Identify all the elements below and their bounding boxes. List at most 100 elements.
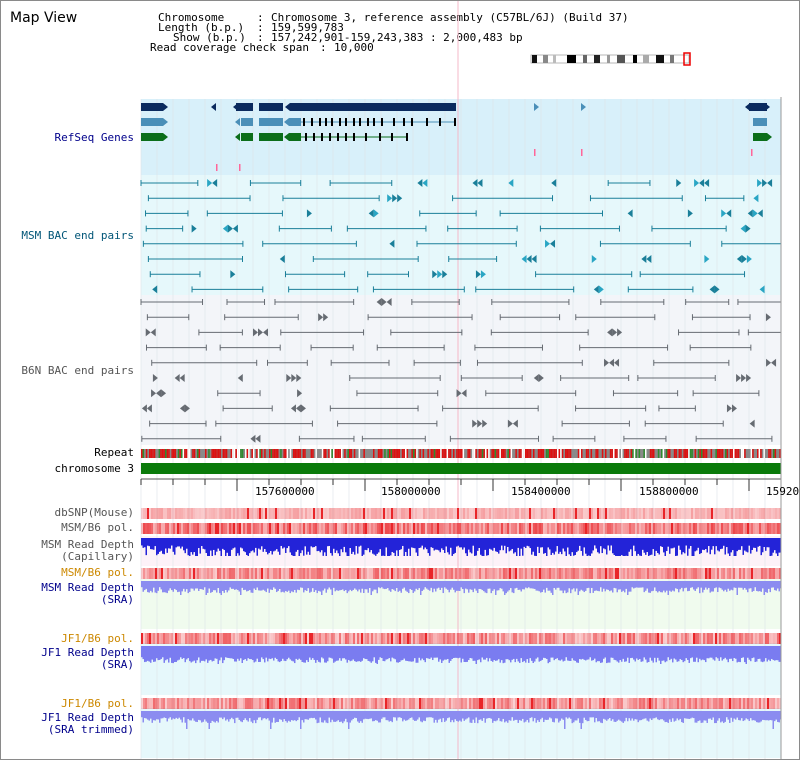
depth-bar <box>484 711 486 723</box>
depth-bar <box>451 646 453 659</box>
heat-cell <box>585 698 587 709</box>
track-label-jf1-pol-2[interactable]: JF1/B6 pol. <box>61 697 134 710</box>
repeat-element <box>395 449 397 458</box>
heat-cell <box>155 633 157 644</box>
heat-cell <box>509 568 511 579</box>
heat-cell <box>227 523 229 534</box>
heat-cell <box>263 508 265 519</box>
depth-bar <box>306 581 308 591</box>
heat-cell <box>613 508 615 519</box>
heat-cell <box>563 523 565 534</box>
depth-bar <box>705 711 707 721</box>
depth-bar <box>339 538 341 556</box>
heat-cell <box>747 523 749 534</box>
depth-bar <box>267 581 269 589</box>
heat-cell <box>359 508 361 519</box>
heat-cell <box>413 633 415 644</box>
track-label-b6n-bac[interactable]: B6N BAC end pairs <box>21 364 134 377</box>
depth-bar <box>598 646 600 662</box>
bac-end-marker <box>531 255 537 263</box>
depth-bar <box>547 711 549 720</box>
depth-bar <box>657 581 659 593</box>
depth-bar <box>436 646 438 658</box>
depth-bar <box>282 711 284 722</box>
heat-cell <box>549 508 551 519</box>
heat-cell <box>633 698 635 709</box>
depth-bar <box>234 711 236 724</box>
heat-cell <box>765 698 767 709</box>
heat-cell <box>145 633 147 644</box>
track-label-chromosome[interactable]: chromosome 3 <box>54 462 134 475</box>
depth-bar <box>358 646 360 662</box>
repeat-element <box>248 449 250 458</box>
depth-bar <box>316 646 318 661</box>
depth-bar <box>492 711 494 723</box>
depth-bar <box>417 581 419 590</box>
depth-bar <box>258 581 260 591</box>
depth-bar <box>619 581 621 590</box>
heat-cell <box>245 698 247 709</box>
depth-bar <box>768 581 770 589</box>
heat-cell <box>541 698 543 709</box>
heat-cell <box>595 698 597 709</box>
heat-cell <box>335 698 337 709</box>
heat-cell <box>419 698 421 709</box>
heat-cell <box>371 568 373 579</box>
depth-bar <box>583 581 585 593</box>
depth-bar <box>525 646 527 663</box>
bac-end-marker <box>545 239 551 248</box>
heat-cell <box>709 508 711 519</box>
depth-bar <box>418 646 420 658</box>
depth-bar <box>405 538 407 552</box>
depth-bar <box>666 538 668 552</box>
depth-bar <box>570 646 572 661</box>
repeat-element <box>685 449 687 458</box>
track-label-jf1-pol-1[interactable]: JF1/B6 pol. <box>61 632 134 645</box>
depth-bar <box>651 538 653 555</box>
track-label-repeat[interactable]: Repeat <box>94 446 134 459</box>
depth-bar <box>718 538 720 552</box>
depth-bar <box>505 581 507 594</box>
track-label-msm-pol-1[interactable]: MSM/B6 pol. <box>61 521 134 534</box>
depth-bar <box>235 538 237 556</box>
depth-bar <box>460 711 462 722</box>
depth-bar <box>727 711 729 720</box>
heat-cell <box>323 633 325 644</box>
depth-bar <box>712 646 714 660</box>
depth-bar <box>343 711 345 722</box>
repeat-element <box>662 449 665 458</box>
heat-cell <box>177 698 179 709</box>
depth-bar <box>504 646 506 663</box>
track-label-jf1-depth-sra[interactable]: JF1 Read Depth (SRA) <box>41 647 134 671</box>
heat-cell <box>427 633 429 644</box>
bac-end-marker <box>255 434 261 443</box>
track-label-refseq[interactable]: RefSeq Genes <box>54 131 134 144</box>
heat-cell <box>525 523 527 534</box>
heat-cell <box>755 523 757 534</box>
track-label-msm-bac[interactable]: MSM BAC end pairs <box>21 229 134 242</box>
heat-cell <box>189 508 191 519</box>
track-label-msm-depth-sra[interactable]: MSM Read Depth (SRA) <box>41 582 134 606</box>
depth-bar <box>457 538 459 546</box>
heat-cell <box>677 568 679 579</box>
chromosome-ideogram[interactable] <box>529 52 695 66</box>
heat-cell <box>699 698 701 709</box>
heat-cell <box>439 568 441 579</box>
heat-cell <box>305 698 307 709</box>
depth-bar <box>720 581 722 589</box>
track-label-jf1-depth-trimmed[interactable]: JF1 Read Depth (SRA trimmed) <box>41 712 134 736</box>
heat-cell <box>273 698 275 709</box>
depth-bar <box>334 581 336 592</box>
bac-end-marker <box>230 270 236 279</box>
heat-cell <box>363 568 365 579</box>
heat-cell <box>197 508 199 519</box>
track-label-msm-depth-capillary[interactable]: MSM Read Depth (Capillary) <box>41 539 134 563</box>
heat-cell <box>689 523 691 534</box>
track-label-msm-pol-2[interactable]: MSM/B6 pol. <box>61 566 134 579</box>
depth-bar <box>406 581 408 592</box>
repeat-element <box>587 449 589 458</box>
track-label-dbsnp[interactable]: dbSNP(Mouse) <box>54 506 134 519</box>
depth-bar <box>673 581 675 592</box>
heat-cell <box>675 698 677 709</box>
